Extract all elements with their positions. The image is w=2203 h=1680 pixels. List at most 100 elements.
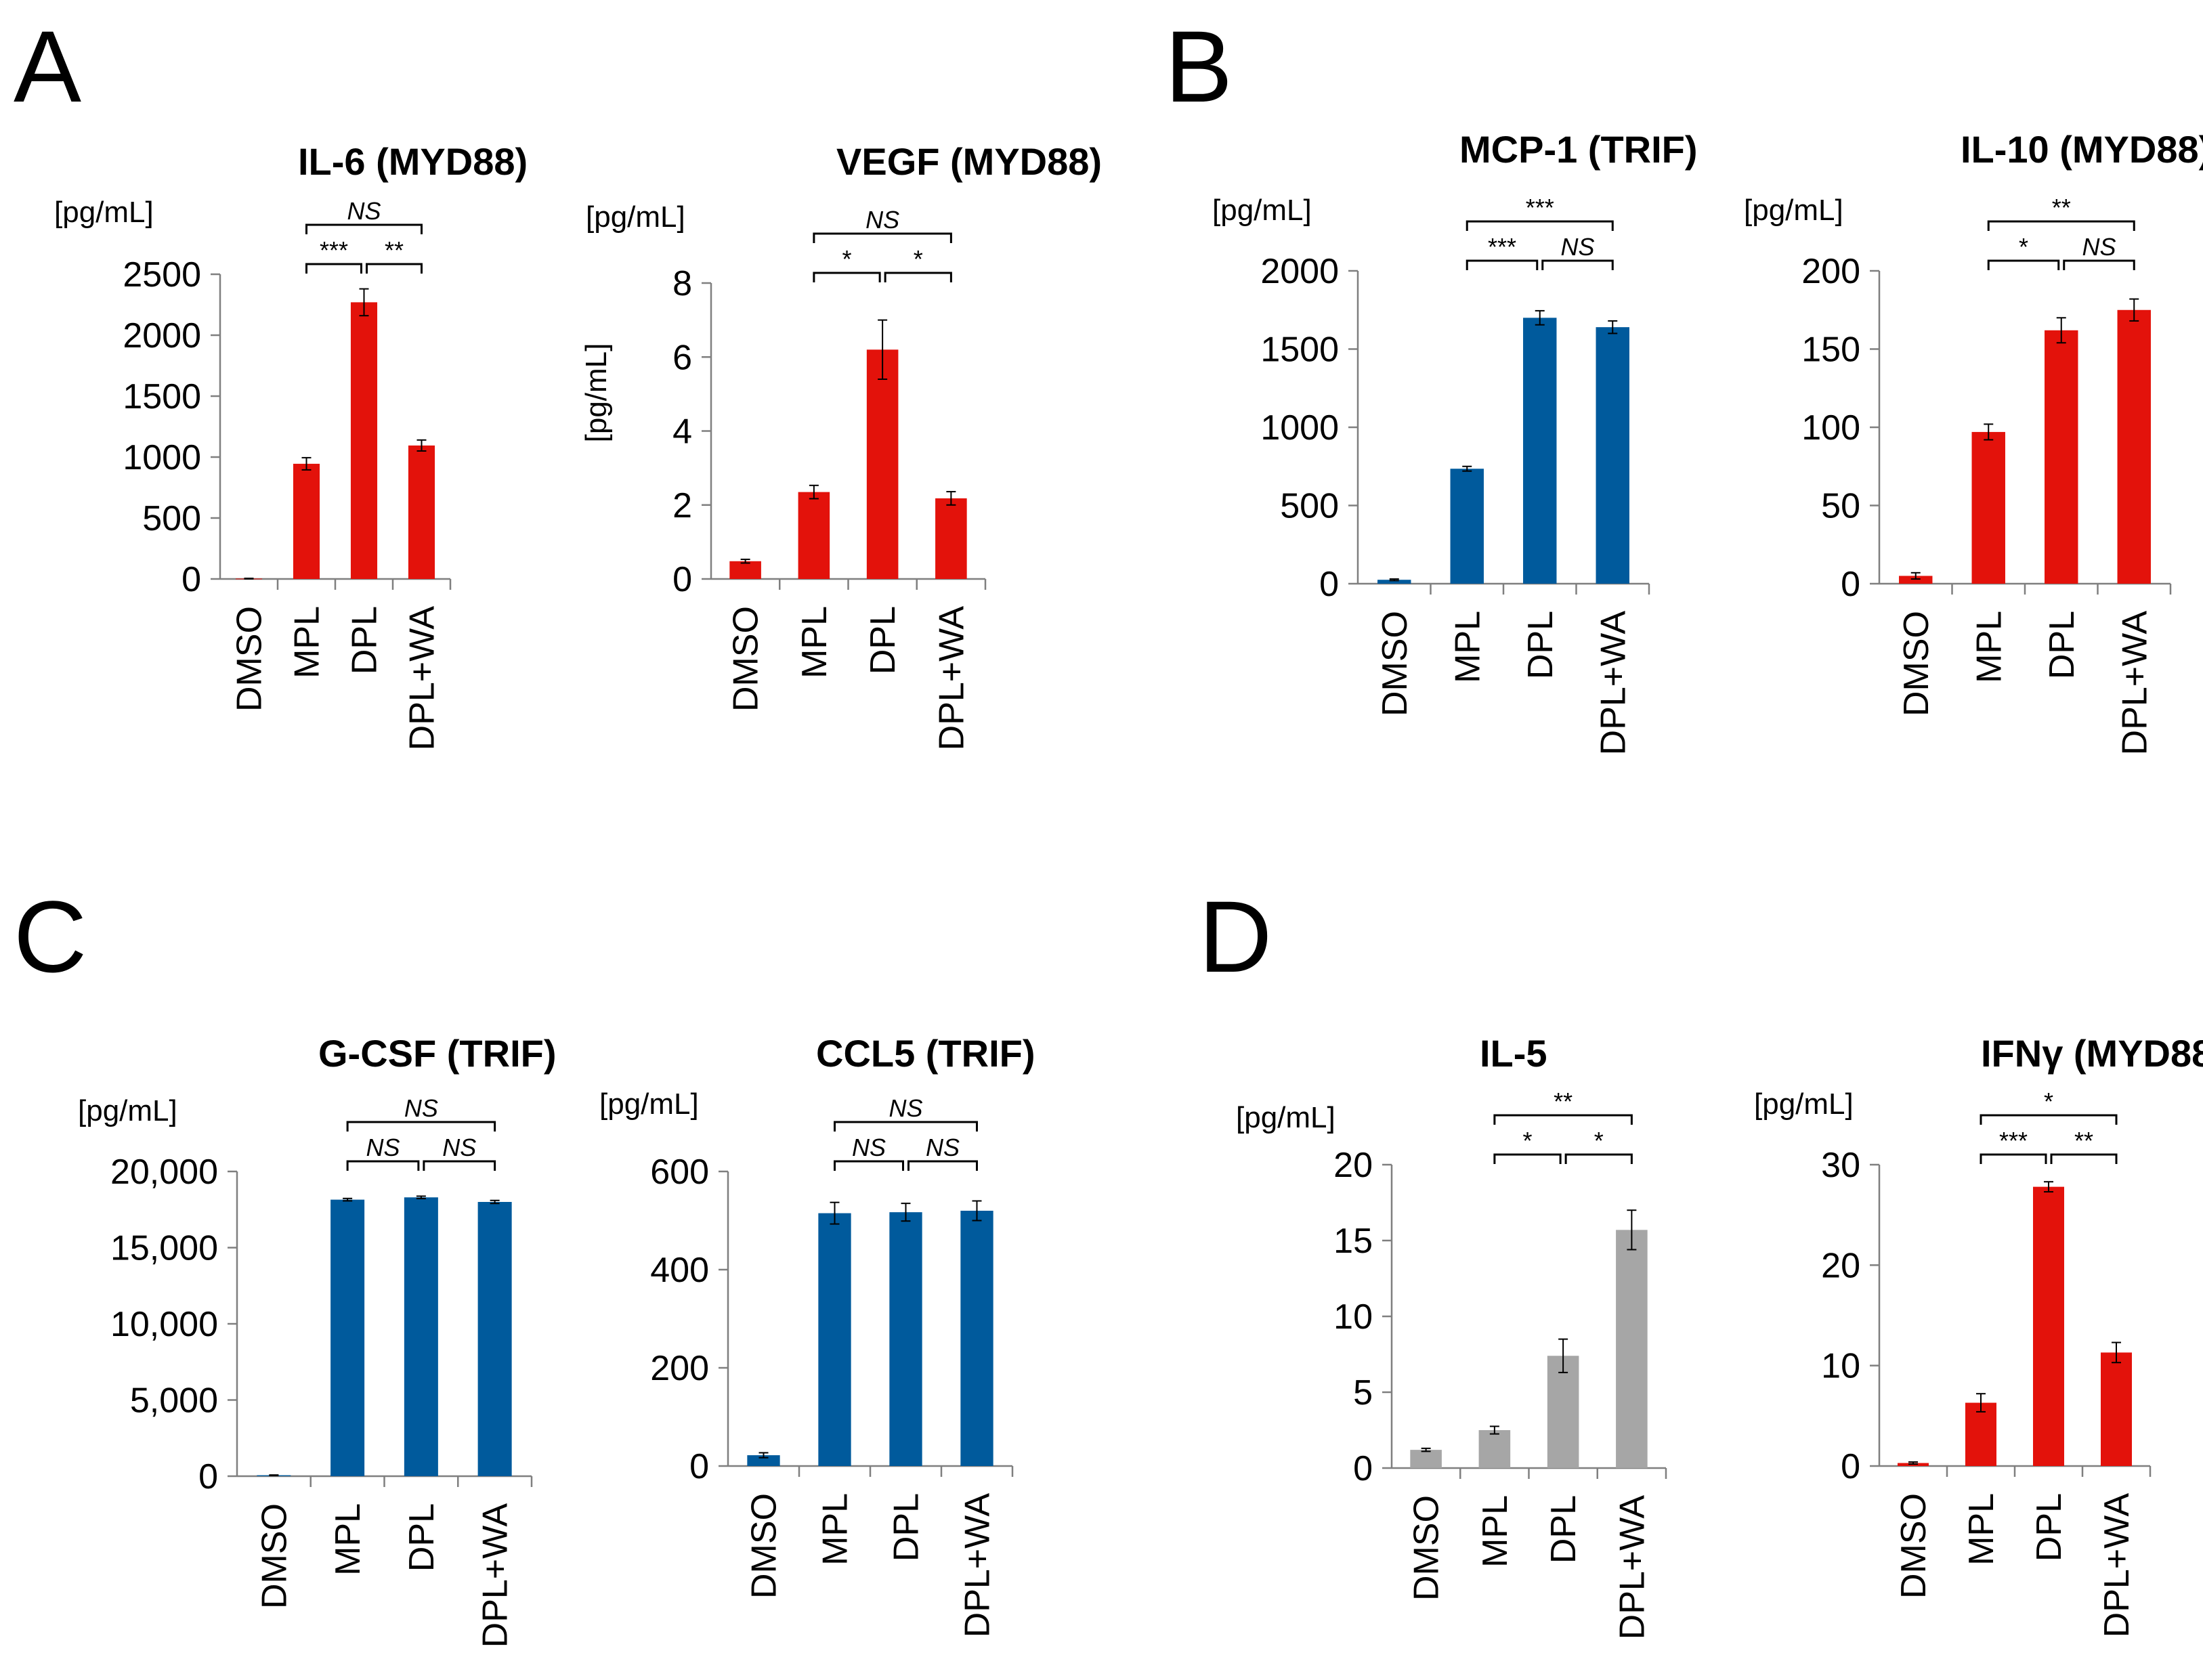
category-label: DPL <box>887 1493 926 1561</box>
significance-label: * <box>1594 1127 1604 1155</box>
bar-dpl <box>866 349 899 579</box>
chart-title: IL-10 (MYD88) <box>1961 128 2203 171</box>
panel-letter-b: B <box>1165 9 1233 123</box>
y-tick-label: 1500 <box>1260 330 1339 370</box>
significance-bracket <box>1466 220 1614 231</box>
category-label: DPL+WA <box>403 606 442 751</box>
y-tick-label: 400 <box>650 1251 709 1290</box>
significance-label: *** <box>320 236 348 264</box>
category-label: MPL <box>1476 1495 1515 1568</box>
significance-bracket <box>346 1121 496 1132</box>
significance-label: *** <box>1999 1127 2028 1155</box>
y-tick-label: 5 <box>1353 1373 1373 1413</box>
bar-mpl <box>1965 1402 1996 1466</box>
bar-dpl <box>1523 318 1557 584</box>
category-label: MPL <box>795 606 834 679</box>
y-tick-label: 15 <box>1333 1222 1373 1261</box>
significance-label: NS <box>366 1134 400 1161</box>
category-label: MPL <box>816 1493 855 1566</box>
y-tick-label: 0 <box>1353 1449 1373 1488</box>
y-tick-label: 0 <box>672 560 692 599</box>
category-label: DMSO <box>1407 1495 1447 1601</box>
bar-mpl <box>330 1199 365 1476</box>
category-label: DMSO <box>727 606 766 712</box>
bar-dmso <box>1410 1450 1442 1468</box>
y-tick-label: 8 <box>672 264 692 303</box>
significance-label: ** <box>1554 1087 1573 1115</box>
chart-title: G-CSF (TRIF) <box>318 1032 556 1075</box>
category-label: DPL+WA <box>958 1493 998 1638</box>
significance-bracket <box>1466 259 1539 270</box>
category-label: DPL <box>863 606 903 674</box>
chart-title: VEGF (MYD88) <box>836 140 1102 183</box>
unit-label: [pg/mL] <box>54 196 154 229</box>
panel-letters: A B C D <box>14 9 1272 993</box>
bar-dpl-wa <box>408 445 435 579</box>
unit-label: [pg/mL] <box>1744 194 1843 227</box>
significance-bracket <box>1564 1153 1633 1164</box>
chart-1: VEGF (MYD88) [pg/mL] [pg/mL] 0 2 4 6 8 DMSO MPL DP… <box>580 140 1102 750</box>
significance-bracket <box>907 1160 978 1171</box>
panel-letter-c: C <box>14 880 87 993</box>
y-tick-label: 2000 <box>123 316 201 356</box>
significance-bracket <box>1987 220 2135 231</box>
y-tick-label: 200 <box>650 1349 709 1388</box>
chart-7: IFNγ (MYD88) [pg/mL] 0 10 20 30 DMSO MPL DPL DPL+… <box>1754 1032 2203 1637</box>
bar-dmso <box>1377 580 1411 584</box>
y-tick-label: 0 <box>198 1457 218 1496</box>
bar-mpl <box>1450 469 1484 584</box>
significance-bracket <box>305 263 362 274</box>
y-tick-label: 10 <box>1333 1297 1373 1337</box>
unit-label: [pg/mL] <box>1236 1101 1335 1134</box>
category-label: DMSO <box>1375 611 1415 716</box>
bar-dpl <box>1547 1356 1579 1468</box>
y-tick-label: 30 <box>1821 1146 1860 1185</box>
significance-bracket <box>1980 1114 2118 1125</box>
category-label: DPL+WA <box>1594 611 1633 756</box>
category-label: DPL <box>1544 1495 1583 1564</box>
y-tick-label: 15,000 <box>110 1229 218 1268</box>
significance-bracket <box>1987 259 2060 270</box>
y-tick-label: 0 <box>181 560 201 599</box>
y-tick-label: 10 <box>1821 1347 1860 1386</box>
chart-0: IL-6 (MYD88) [pg/mL] 0 500 1000 1500 2000 2500 D… <box>54 140 528 750</box>
y-tick-label: 2000 <box>1260 252 1339 291</box>
significance-bracket <box>1493 1114 1633 1125</box>
significance-label: *** <box>1488 233 1516 261</box>
y-tick-label: 6 <box>672 338 692 377</box>
significance-bracket <box>1541 259 1614 270</box>
y-tick-label: 20 <box>1333 1146 1373 1185</box>
y-tick-label: 1000 <box>1260 408 1339 448</box>
significance-label: ** <box>2074 1127 2093 1155</box>
significance-bracket <box>346 1160 420 1171</box>
y-tick-label: 500 <box>1280 487 1339 526</box>
significance-label: * <box>2019 233 2028 261</box>
significance-label: * <box>914 245 923 273</box>
y-tick-label: 10,000 <box>110 1305 218 1344</box>
significance-label: ** <box>385 236 404 264</box>
significance-bracket <box>2050 1153 2118 1164</box>
panel-letter-d: D <box>1199 880 1272 993</box>
significance-bracket <box>1980 1153 2047 1164</box>
significance-bracket <box>423 1160 496 1171</box>
bar-dpl <box>350 302 378 579</box>
category-label: MPL <box>1969 611 2009 683</box>
category-label: MPL <box>1962 1493 2001 1566</box>
bar-mpl <box>1478 1430 1511 1468</box>
y-tick-label: 20 <box>1821 1246 1860 1285</box>
bar-dpl <box>404 1197 438 1476</box>
significance-label: NS <box>889 1094 922 1122</box>
bar-dpl-wa <box>935 498 967 579</box>
y-tick-label: 4 <box>672 412 692 452</box>
significance-label: * <box>842 245 851 273</box>
y-tick-label: 0 <box>1319 565 1339 604</box>
significance-label: ** <box>2052 194 2071 221</box>
bar-mpl <box>798 492 830 579</box>
bar-mpl <box>818 1213 851 1466</box>
significance-label: *** <box>1526 194 1554 221</box>
category-label: MPL <box>1448 611 1487 683</box>
unit-label: [pg/mL] <box>1212 194 1312 227</box>
bar-dmso <box>729 561 761 579</box>
significance-bracket <box>813 232 952 243</box>
